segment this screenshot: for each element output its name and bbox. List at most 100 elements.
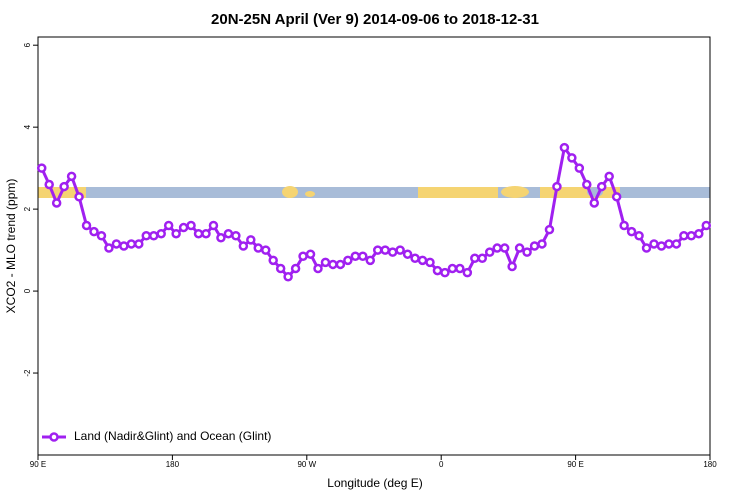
data-point [694, 228, 704, 239]
ocean-band [38, 187, 710, 198]
data-point [275, 263, 286, 274]
data-point [298, 251, 308, 261]
data-point [223, 228, 234, 239]
plot-frame [37, 36, 711, 456]
x-tick-label: 90 E [567, 460, 583, 469]
data-point [380, 245, 390, 255]
land-patch [540, 187, 620, 198]
data-point [544, 224, 555, 235]
series-line [40, 143, 708, 279]
data-point [59, 181, 69, 192]
data-point [387, 247, 398, 257]
data-point [268, 255, 278, 266]
data-point [171, 228, 181, 239]
data-point [410, 253, 420, 264]
data-point [582, 179, 592, 190]
data-point [671, 239, 682, 249]
data-point [89, 226, 99, 237]
data-point [447, 263, 458, 274]
data-point [111, 239, 122, 249]
data-point [320, 257, 331, 268]
data-point [66, 171, 77, 182]
data-point [552, 181, 562, 192]
land-patch [501, 186, 529, 198]
data-point [238, 241, 249, 251]
y-axis-label: XCO2 - MLO trend (ppm) [4, 179, 18, 314]
data-point [81, 220, 92, 231]
legend-marker [49, 432, 59, 442]
map-strip [38, 186, 710, 198]
data-point [679, 231, 689, 241]
y-tick-label: 0 [23, 288, 32, 293]
data-point [246, 235, 256, 245]
data-point [477, 253, 488, 264]
data-point [664, 239, 674, 249]
data-point [626, 226, 637, 237]
data-point [201, 228, 211, 239]
data-point [432, 265, 443, 276]
data-point [567, 153, 577, 163]
chart-title: 20N-25N April (Ver 9) 2014-09-06 to 2018… [211, 11, 539, 28]
data-point [44, 179, 54, 190]
data-point [619, 220, 629, 231]
data-point [119, 241, 129, 251]
data-point [514, 243, 525, 253]
data-point [686, 231, 697, 241]
data-point [126, 239, 137, 249]
land-patch [305, 191, 315, 197]
x-axis-label: Longitude (deg E) [327, 476, 422, 490]
data-point [335, 259, 346, 270]
data-point [216, 233, 226, 243]
data-point [313, 263, 323, 274]
data-point [148, 231, 159, 241]
data-point [365, 255, 376, 266]
data-point [522, 247, 532, 257]
data-point [253, 243, 264, 253]
data-point [649, 239, 659, 249]
data-point [604, 171, 614, 182]
y-tick-label: 4 [23, 124, 32, 129]
data-point [358, 251, 368, 261]
data-point [350, 251, 361, 261]
data-point [470, 253, 480, 264]
data-point [178, 222, 189, 233]
y-tick-label: 2 [23, 206, 32, 211]
data-point [425, 257, 435, 268]
x-tick-label: 90 W [297, 460, 316, 469]
data-point [104, 243, 114, 253]
data-point [492, 243, 502, 253]
data-point [455, 263, 465, 274]
data-point [484, 247, 495, 257]
data-point [283, 271, 293, 282]
data-point [529, 241, 540, 251]
data-point [231, 231, 241, 241]
data-point [51, 198, 62, 208]
data-point [74, 192, 84, 202]
data-point [440, 267, 450, 278]
data-point [641, 243, 652, 253]
x-tick-label: 90 E [30, 460, 46, 469]
y-tick-label: 6 [23, 42, 32, 47]
data-point [208, 220, 219, 231]
data-point [343, 255, 353, 266]
data-point [402, 249, 413, 259]
data-point [596, 181, 607, 192]
x-tick-label: 180 [166, 460, 180, 469]
data-point [193, 228, 204, 239]
legend-label: Land (Nadir&Glint) and Ocean (Glint) [74, 429, 271, 443]
data-point [701, 220, 712, 231]
data-point [656, 241, 667, 251]
data-point [305, 249, 316, 259]
data-point [417, 255, 428, 266]
data-point [328, 259, 338, 270]
data-point [462, 267, 473, 278]
data-point [537, 239, 547, 249]
data-point [141, 231, 152, 241]
data-point [163, 220, 174, 231]
data-point [574, 163, 585, 173]
data-point [395, 245, 405, 255]
y-tick-label: -2 [23, 369, 32, 377]
data-point [96, 231, 107, 241]
x-tick-label: 180 [703, 460, 717, 469]
